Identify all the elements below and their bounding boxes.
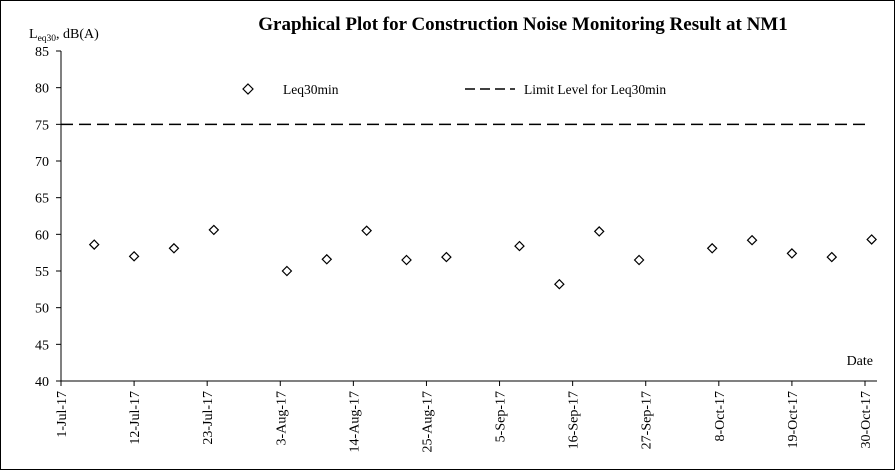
data-point-5 [321, 253, 333, 265]
data-point-13 [706, 242, 718, 254]
data-point-15 [786, 248, 798, 259]
y-tick-label-60: 60 [35, 228, 49, 243]
data-point-11 [593, 226, 605, 237]
data-point-17 [866, 234, 877, 245]
x-ticks: 1-Jul-17 12-Jul-17 23-Jul-17 3-Aug-17 14-Aug… [55, 381, 874, 452]
data-marks [61, 123, 877, 290]
y-tick-label-40: 40 [35, 375, 49, 390]
y-tick-label-70: 70 [35, 155, 49, 170]
data-point-2 [168, 242, 180, 254]
data-point-8 [441, 251, 452, 263]
data-point-9 [514, 240, 525, 252]
x-tick-label-2: 23-Jul-17 [201, 391, 216, 445]
data-point-16 [826, 251, 838, 263]
legend-label-limit: Limit Level for Leq30min [524, 82, 666, 97]
x-axis-label: Date [847, 354, 873, 369]
data-point-7 [401, 254, 412, 266]
x-tick-label-4: 14-Aug-17 [347, 391, 362, 452]
y-tick-label-80: 80 [35, 82, 49, 97]
x-tick-label-8: 27-Sep-17 [640, 391, 655, 449]
y-tick-label-50: 50 [35, 302, 49, 317]
data-point-1 [128, 250, 140, 262]
y-axis-label: Leq30, dB(A) [29, 27, 99, 44]
y-tick-label-85: 85 [35, 45, 49, 60]
x-tick-label-3: 3-Aug-17 [274, 391, 289, 445]
y-tick-label-65: 65 [35, 192, 49, 207]
data-point-4 [281, 265, 293, 277]
y-ticks: 40 45 50 55 60 65 70 75 80 85 [35, 45, 61, 390]
data-point-6 [361, 225, 373, 237]
x-tick-label-9: 8-Oct-17 [713, 391, 728, 442]
x-tick-label-7: 16-Sep-17 [567, 391, 582, 449]
y-tick-label-75: 75 [35, 118, 49, 133]
y-axis-label-rest: , dB(A) [56, 27, 99, 42]
legend: Leq30min Limit Level for Leq30min [242, 82, 666, 97]
x-tick-label-0: 1-Jul-17 [55, 391, 70, 438]
chart-title: Graphical Plot for Construction Noise Mo… [258, 14, 788, 35]
x-tick-label-6: 5-Sep-17 [494, 391, 509, 442]
x-tick-label-1: 12-Jul-17 [128, 391, 143, 445]
data-point-3 [208, 224, 220, 236]
y-axis-label-main: L [29, 27, 38, 42]
legend-label-leq30min: Leq30min [283, 82, 339, 97]
y-axis-label-sub: eq30 [38, 34, 57, 44]
data-point-10 [553, 278, 565, 290]
x-tick-label-11: 30-Oct-17 [859, 391, 874, 449]
data-point-12 [633, 254, 645, 266]
legend-marker-leq30min [242, 83, 254, 95]
data-point-14 [746, 234, 758, 246]
y-tick-label-55: 55 [35, 265, 49, 280]
y-tick-label-45: 45 [35, 338, 49, 353]
x-tick-label-5: 25-Aug-17 [420, 391, 435, 452]
x-tick-label-10: 19-Oct-17 [786, 391, 801, 449]
data-point-0 [88, 239, 100, 250]
